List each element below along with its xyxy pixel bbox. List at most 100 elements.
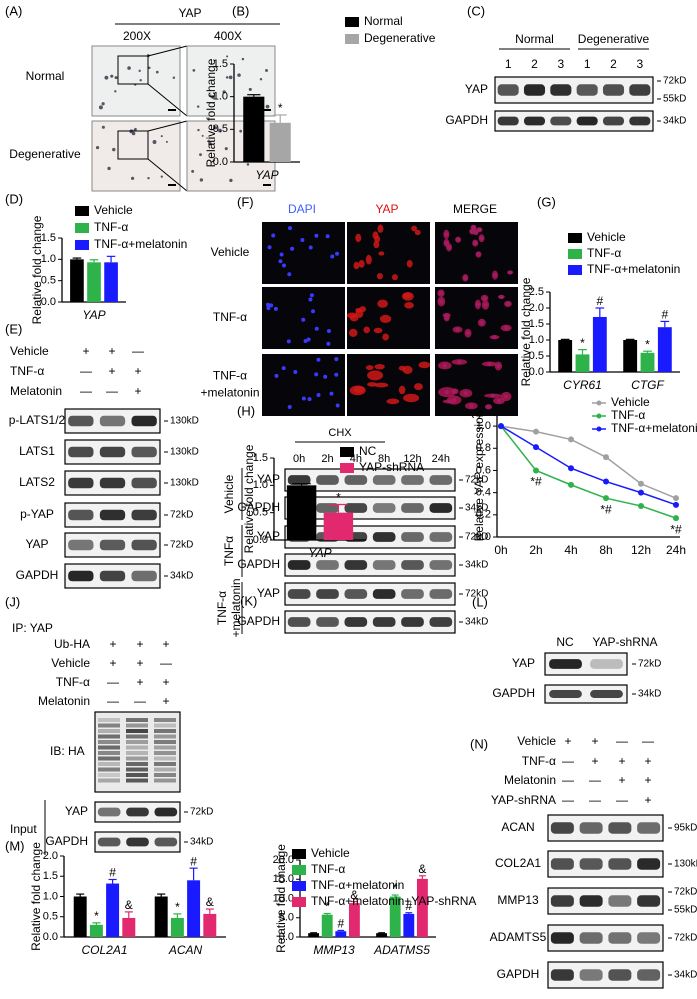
y-tick-label: 0.5 — [253, 507, 268, 519]
size-label: 130kD — [170, 447, 199, 458]
cell — [104, 75, 109, 80]
panel-label: (A) — [5, 3, 22, 18]
cell-body — [481, 300, 490, 310]
label: DAPI — [288, 202, 316, 216]
y-tick-label: 0.0 — [41, 296, 56, 308]
cell-body — [500, 324, 512, 332]
point — [673, 501, 679, 508]
annotation: *# — [530, 475, 542, 489]
nucleus — [316, 357, 321, 362]
annotation: * — [580, 336, 585, 350]
legend-label: TNF-α+melatonin — [94, 237, 187, 251]
nucleus — [335, 251, 340, 256]
bar — [321, 914, 333, 937]
blot-band — [608, 969, 632, 981]
cell-body — [437, 289, 445, 297]
label: GAPDH — [445, 113, 488, 127]
blot-box — [284, 553, 456, 577]
sign: + — [591, 754, 598, 768]
cell-body — [478, 234, 485, 243]
nucleus — [307, 397, 312, 402]
cell-body — [377, 224, 384, 233]
cell-body — [348, 328, 358, 337]
point — [638, 489, 644, 496]
error-bar — [189, 867, 198, 881]
annotation: * — [94, 909, 99, 923]
error-bar — [124, 911, 133, 918]
y-axis-label: Relative fold change — [30, 215, 44, 324]
point — [638, 480, 644, 487]
blot-band — [68, 539, 94, 551]
annotation: # — [337, 917, 344, 931]
bar — [403, 913, 415, 937]
bar — [416, 878, 428, 937]
y-tick-label: 2.0 — [43, 850, 58, 862]
x-tick-label: CYR61 — [563, 378, 602, 392]
blot-smear — [154, 778, 176, 783]
cell — [237, 73, 241, 77]
blot-band — [576, 116, 598, 126]
error-bar — [595, 307, 605, 317]
blot-band — [637, 858, 661, 870]
size-label: 72kD — [465, 475, 488, 486]
size-label: 34kD — [190, 837, 213, 848]
bar — [286, 485, 317, 540]
legend-label: YAP-shRNA — [359, 460, 424, 474]
label: 200X — [123, 29, 151, 43]
cell — [214, 126, 218, 130]
panel-label: (D) — [5, 191, 23, 206]
label: p-LATS1/2 — [9, 413, 66, 427]
blot-band — [401, 503, 424, 513]
treatment-label: TNF-α — [56, 675, 90, 689]
label: 400X — [214, 29, 242, 43]
nucleus — [303, 339, 308, 344]
blot-smear — [154, 729, 176, 733]
cell-body — [497, 294, 505, 299]
blot-band — [372, 503, 396, 513]
point — [568, 465, 574, 472]
bar — [170, 917, 184, 937]
sign: — — [642, 734, 654, 748]
blot-band — [608, 932, 632, 944]
cell-body — [353, 261, 360, 270]
error-bar — [273, 114, 287, 123]
cell — [246, 163, 250, 166]
size-label: 130kD — [170, 478, 199, 489]
nucleus — [309, 293, 314, 298]
cell-body — [349, 314, 359, 322]
inset-box — [117, 130, 149, 160]
y-axis-label: Relative fold change — [519, 277, 533, 386]
cell-body — [504, 300, 512, 308]
bar — [335, 931, 347, 937]
cell-body — [442, 399, 457, 404]
blot-band — [576, 84, 598, 96]
cell — [241, 57, 245, 61]
y-tick-label: 0.5 — [41, 275, 56, 287]
y-tick-label: 2.0 — [529, 302, 544, 314]
bar — [87, 262, 101, 302]
blot-band — [131, 446, 157, 458]
x-tick-label: 0h — [494, 543, 507, 557]
cell — [127, 66, 131, 70]
error-bar — [643, 350, 652, 353]
sign: — — [80, 384, 92, 398]
blot-smear — [98, 762, 120, 766]
label: YAP — [25, 537, 48, 551]
treatment-label: Vehicle — [10, 344, 49, 358]
legend-label: TNF-α — [587, 246, 621, 260]
annotation: & — [418, 862, 426, 876]
legend-swatch — [75, 206, 89, 216]
blot-band — [549, 690, 582, 698]
x-tick-label: COL2A1 — [81, 943, 127, 957]
legend-label: TNF-α+melatonin — [311, 878, 404, 892]
nucleus — [329, 391, 334, 396]
bar — [348, 903, 360, 937]
cell-body — [372, 231, 379, 240]
cell — [239, 129, 243, 133]
size-label: 130kD — [170, 416, 199, 427]
y-tick-label: 0.0 — [253, 534, 268, 546]
cell — [101, 125, 105, 129]
cell — [148, 66, 151, 70]
cell — [114, 76, 118, 80]
cell-body — [413, 383, 423, 391]
